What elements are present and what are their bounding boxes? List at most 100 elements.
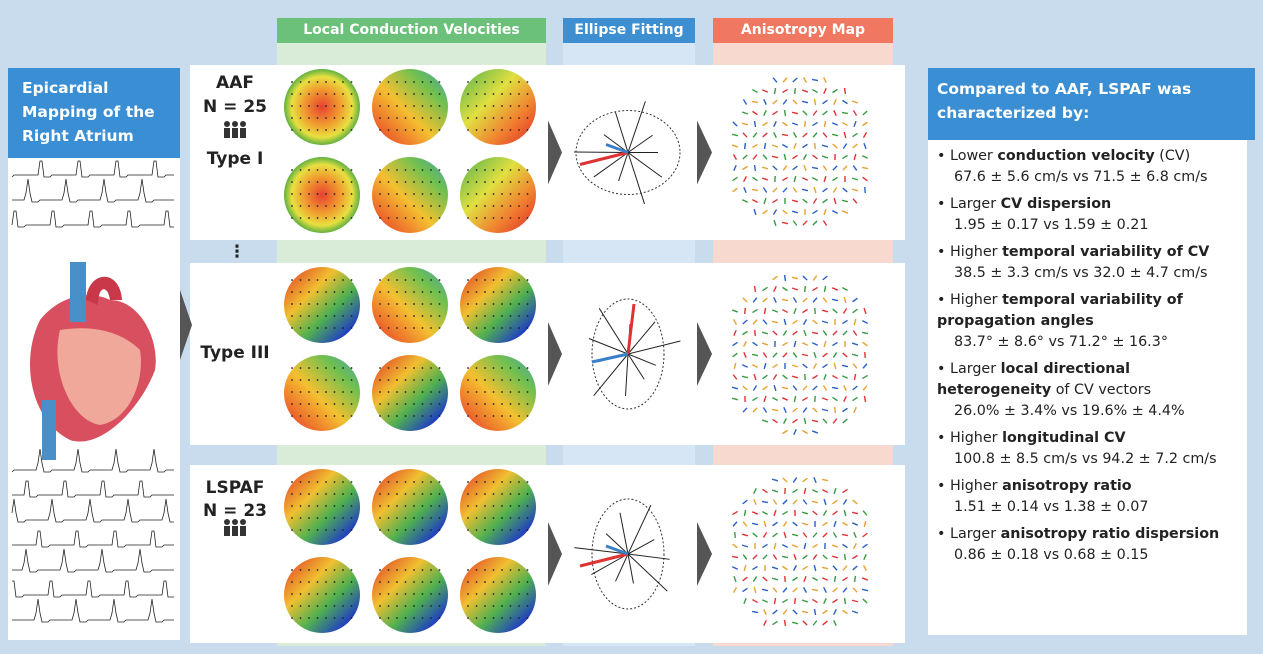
- orientation-dash: [782, 429, 788, 435]
- orientation-dash: [773, 219, 777, 227]
- orientation-dash: [732, 341, 738, 347]
- vector: [627, 353, 645, 380]
- orientation-dash: [862, 121, 868, 127]
- electrode: [350, 379, 353, 381]
- electrode: [413, 529, 415, 531]
- electrode: [509, 193, 512, 195]
- electrode: [430, 415, 432, 417]
- item-term: temporal variability of CV: [1002, 244, 1210, 260]
- orientation-dash: [792, 499, 798, 505]
- electrode: [404, 169, 407, 171]
- electrode: [350, 593, 353, 595]
- electrode: [396, 279, 398, 281]
- item-term: longitudinal CV: [1002, 430, 1126, 446]
- orientation-dash: [742, 330, 748, 336]
- orientation-dash: [811, 588, 819, 592]
- electrode: [325, 93, 327, 95]
- orientation-dash: [782, 510, 788, 516]
- electrode: [492, 315, 495, 317]
- electrode: [379, 279, 381, 281]
- electrode: [509, 291, 512, 293]
- orientation-dash: [823, 285, 827, 293]
- orientation-dash: [731, 133, 739, 137]
- electrode: [387, 169, 390, 171]
- orientation-dash: [763, 520, 767, 528]
- orientation-dash: [731, 386, 739, 390]
- orientation-dash: [752, 132, 758, 138]
- electrode: [518, 481, 520, 483]
- orientation-dash: [773, 597, 777, 605]
- orientation-dash: [832, 176, 838, 182]
- orientation-dash: [822, 132, 828, 138]
- orientation-dash: [822, 297, 828, 303]
- velocity-map: [284, 355, 360, 431]
- electrode: [484, 391, 486, 393]
- electrode: [484, 617, 486, 619]
- electrode: [475, 581, 478, 583]
- electrode: [518, 279, 520, 281]
- ecg-trace: [11, 448, 174, 473]
- orientation-dash: [762, 121, 768, 127]
- orientation-dash: [772, 396, 778, 402]
- electrode: [404, 181, 407, 183]
- item-values: 1.51 ± 0.14 vs 1.38 ± 0.07: [954, 499, 1149, 515]
- electrode: [492, 505, 495, 507]
- electrode: [350, 93, 353, 95]
- electrode: [316, 105, 319, 107]
- orientation-dash: [821, 566, 829, 570]
- electrode: [492, 217, 495, 219]
- orientation-dash: [832, 418, 838, 424]
- orientation-dash: [752, 297, 758, 303]
- electrode: [501, 129, 503, 131]
- orientation-dash: [801, 89, 809, 93]
- orientation-dash: [832, 143, 838, 149]
- orientation-dash: [752, 565, 758, 571]
- electrode: [299, 93, 302, 95]
- electrode: [421, 93, 424, 95]
- orientation-dash: [802, 429, 808, 435]
- orientation-dash: [782, 121, 788, 127]
- electrode: [501, 403, 503, 405]
- electrode: [396, 327, 398, 329]
- electrode: [413, 379, 415, 381]
- electrode: [325, 569, 327, 571]
- electrode: [467, 581, 469, 583]
- orientation-dash: [771, 320, 779, 324]
- orientation-dash: [802, 297, 808, 303]
- electrode: [316, 529, 319, 531]
- electrode: [492, 593, 495, 595]
- electrode: [350, 617, 353, 619]
- orientation-dash: [782, 308, 788, 314]
- orientation-dash: [812, 363, 818, 369]
- orientation-dash: [772, 165, 778, 171]
- orientation-dash: [763, 142, 767, 150]
- electrode: [413, 517, 415, 519]
- electrode: [299, 105, 302, 107]
- summary-item: Higher temporal variability of propagati…: [937, 290, 1247, 353]
- orientation-dash: [751, 100, 759, 104]
- vector: [627, 353, 656, 366]
- orientation-dash: [782, 286, 788, 292]
- electrode: [291, 129, 293, 131]
- electrode: [492, 529, 495, 531]
- orientation-dash: [831, 386, 839, 390]
- electrode: [484, 481, 486, 483]
- vector: [627, 553, 670, 560]
- orientation-dash: [842, 319, 848, 325]
- orientation-dash: [851, 342, 859, 346]
- orientation-dash: [851, 100, 859, 104]
- electrode: [475, 517, 478, 519]
- electrode: [484, 593, 486, 595]
- electrode: [333, 181, 336, 183]
- electrode: [467, 605, 469, 607]
- electrode: [379, 593, 381, 595]
- orientation-dash: [811, 331, 819, 335]
- orientation-dash: [801, 511, 809, 515]
- orientation-dash: [741, 375, 749, 379]
- electrode: [526, 415, 529, 417]
- orientation-dash: [812, 543, 818, 549]
- electrode: [501, 117, 503, 119]
- orientation-dash: [782, 544, 788, 548]
- electrode: [316, 581, 319, 583]
